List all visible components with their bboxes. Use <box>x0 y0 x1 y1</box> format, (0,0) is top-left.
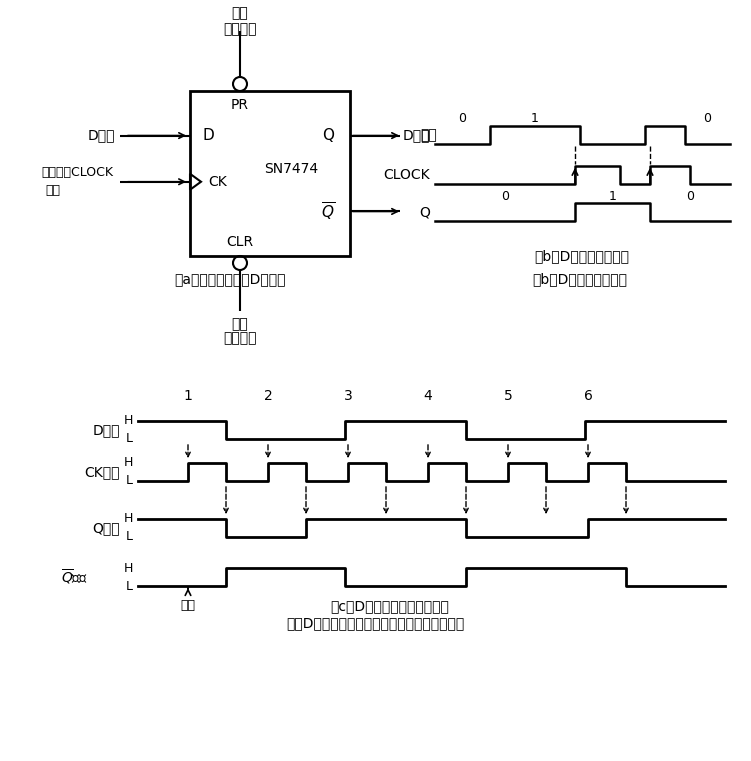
Text: 1: 1 <box>531 113 539 126</box>
Text: D输入: D输入 <box>403 128 430 142</box>
Text: 置位输入: 置位输入 <box>223 22 257 36</box>
Text: 0: 0 <box>686 189 694 202</box>
Text: （c）D触发器实际的信号波形: （c）D触发器实际的信号波形 <box>330 599 449 613</box>
Text: 5: 5 <box>504 389 512 403</box>
Text: CLR: CLR <box>227 235 254 249</box>
Bar <box>190 91 350 256</box>
Text: $\overline{Q}$输出: $\overline{Q}$输出 <box>61 568 88 587</box>
Text: L: L <box>126 432 133 445</box>
Text: 输入: 输入 <box>45 184 60 197</box>
Text: CLOCK: CLOCK <box>383 168 430 182</box>
Text: （时钟）CLOCK: （时钟）CLOCK <box>41 166 113 180</box>
Text: （b）D触发器信号波形: （b）D触发器信号波形 <box>532 272 628 286</box>
Text: PR: PR <box>231 98 249 112</box>
Text: CK: CK <box>209 175 228 189</box>
Text: $\overline{Q}$: $\overline{Q}$ <box>321 200 335 222</box>
Text: 不明: 不明 <box>180 599 195 612</box>
Text: H: H <box>124 457 133 470</box>
Text: 输出: 输出 <box>420 129 437 142</box>
Text: D: D <box>202 128 214 143</box>
Text: L: L <box>126 579 133 593</box>
Text: 1: 1 <box>608 189 617 202</box>
Text: 典型D触发器的基本结构与逻辑功能及输出波形: 典型D触发器的基本结构与逻辑功能及输出波形 <box>286 616 464 630</box>
Text: Q: Q <box>419 205 430 219</box>
Text: H: H <box>124 562 133 575</box>
Text: （a）典型的集成式D触发器: （a）典型的集成式D触发器 <box>174 272 285 286</box>
Text: （b）D触发器信号波形: （b）D触发器信号波形 <box>535 249 629 263</box>
Text: L: L <box>126 530 133 543</box>
Text: 4: 4 <box>424 389 433 403</box>
Text: H: H <box>124 512 133 526</box>
Text: 直接: 直接 <box>231 6 249 20</box>
Text: 0: 0 <box>501 189 509 202</box>
Text: 0: 0 <box>459 113 466 126</box>
Text: 1: 1 <box>183 389 192 403</box>
Text: D输入: D输入 <box>88 129 115 142</box>
Text: Q: Q <box>322 128 334 143</box>
Text: 6: 6 <box>584 389 593 403</box>
Text: 0: 0 <box>704 113 711 126</box>
Text: Q输出: Q输出 <box>92 521 120 535</box>
Text: 复位输入: 复位输入 <box>223 331 257 345</box>
Text: 直接: 直接 <box>231 317 249 331</box>
Text: L: L <box>126 475 133 488</box>
Text: 2: 2 <box>264 389 273 403</box>
Text: CK输入: CK输入 <box>85 465 120 479</box>
Text: H: H <box>124 415 133 428</box>
Text: SN7474: SN7474 <box>264 161 318 176</box>
Text: 3: 3 <box>344 389 352 403</box>
Text: D输入: D输入 <box>92 423 120 437</box>
